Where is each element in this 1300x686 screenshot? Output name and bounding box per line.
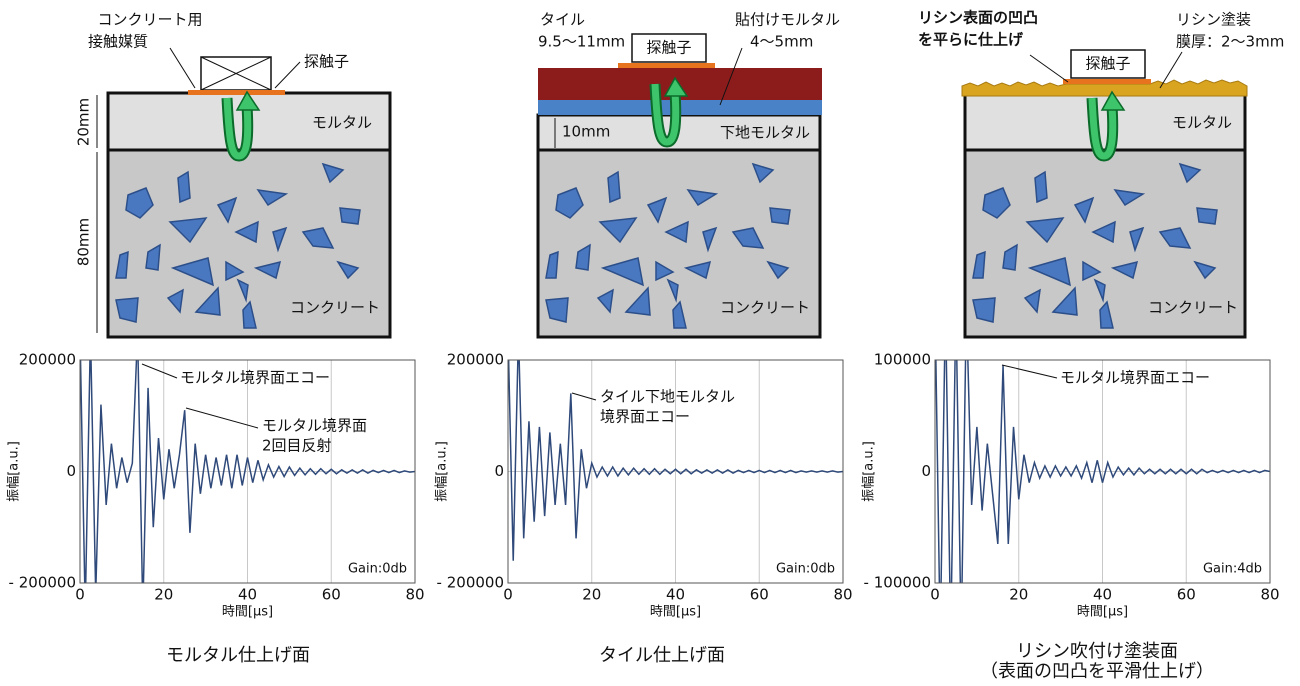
y-axis-label: 振幅[a.u.] (7, 441, 22, 502)
annotation: 2回目反射 (262, 437, 332, 455)
x-tick-label: 0 (503, 586, 513, 604)
y-tick-label: 100000 (874, 351, 931, 369)
label: リシン塗装 (1176, 11, 1251, 29)
annotation: モルタル境界面 (262, 417, 367, 435)
label: タイル (540, 11, 585, 29)
couplant (188, 90, 285, 95)
label: 接触媒質 (88, 33, 148, 51)
label: 10mm (562, 123, 610, 141)
caption: モルタル仕上げ面 (166, 645, 310, 666)
label: 探触子 (304, 53, 349, 71)
y-tick-label: 200000 (447, 351, 504, 369)
leader (1030, 55, 1068, 82)
label: 探触子 (1085, 55, 1130, 73)
couplant (1063, 79, 1151, 84)
x-tick-label: 60 (750, 586, 769, 604)
label: 80mm (75, 218, 93, 266)
label: 膜厚：2〜3mm (1176, 33, 1284, 51)
label: コンクリート (720, 299, 810, 317)
label: コンクリート (290, 299, 380, 317)
x-tick-label: 60 (1177, 586, 1196, 604)
annotation: モルタル境界面エコー (180, 369, 330, 387)
x-axis-label: 時間[μs] (650, 605, 701, 620)
x-axis-label: 時間[μs] (1077, 605, 1128, 620)
annotation: 境界面エコー (600, 408, 690, 426)
diagram-mortar: コンクリート用 接触媒質 探触子 20mm 80mm モルタル コンクリート (75, 11, 391, 338)
x-tick-label: 20 (1009, 586, 1028, 604)
caption: タイル仕上げ面 (599, 645, 725, 666)
y-axis-label: 振幅[a.u.] (435, 441, 450, 502)
label: 下地モルタル (720, 124, 810, 142)
label: 9.5〜11mm (538, 33, 625, 51)
y-tick-label: - 200000 (9, 574, 76, 592)
x-tick-label: 0 (75, 586, 85, 604)
label: モルタル (1172, 114, 1232, 132)
label: リシン表面の凹凸 (918, 9, 1038, 27)
label: を平らに仕上げ (918, 31, 1024, 49)
x-tick-label: 60 (322, 586, 341, 604)
label: モルタル (312, 114, 372, 132)
x-tick-label: 80 (405, 586, 424, 604)
x-axis-label: 時間[μs] (222, 605, 273, 620)
x-tick-label: 80 (1260, 586, 1279, 604)
gain-label: Gain:0db (348, 562, 407, 577)
x-tick-label: 40 (666, 586, 685, 604)
annotation: タイル下地モルタル (600, 388, 735, 406)
y-tick-label: 200000 (19, 351, 76, 369)
annotation: モルタル境界面エコー (1060, 369, 1210, 387)
caption: リシン吹付け塗装面 (1016, 640, 1178, 662)
label: 探触子 (646, 39, 691, 57)
x-tick-label: 20 (582, 586, 601, 604)
label: 4〜5mm (750, 33, 813, 51)
gain-label: Gain:4db (1203, 562, 1262, 577)
x-tick-label: 0 (930, 586, 940, 604)
label: 貼付けモルタル (735, 11, 840, 29)
label: コンクリート用 (97, 11, 202, 29)
label: 20mm (75, 98, 93, 146)
leader (275, 62, 300, 88)
y-tick-label: - 100000 (864, 574, 931, 592)
leader (170, 48, 195, 88)
x-tick-label: 40 (1093, 586, 1112, 604)
diagram-lysine: リシン表面の凹凸 を平らに仕上げ 探触子 リシン塗装 膜厚：2〜3mm モルタル… (918, 9, 1284, 338)
y-axis-label: 振幅[a.u.] (862, 441, 877, 502)
x-tick-label: 40 (238, 586, 257, 604)
x-tick-label: 80 (833, 586, 852, 604)
y-tick-label: 0 (921, 462, 931, 480)
figure: コンクリート用 接触媒質 探触子 20mm 80mm モルタル コンクリート タ… (0, 0, 1300, 682)
caption: （表面の凹凸を平滑仕上げ） (980, 661, 1214, 682)
x-tick-label: 20 (154, 586, 173, 604)
y-tick-label: 0 (494, 462, 504, 480)
gain-label: Gain:0db (776, 562, 835, 577)
couplant (618, 63, 715, 68)
y-tick-label: 0 (66, 462, 76, 480)
diagram-tile: タイル 9.5〜11mm 探触子 貼付けモルタル 4〜5mm 10mm 下地モル… (538, 11, 840, 338)
y-tick-label: - 200000 (437, 574, 504, 592)
label: コンクリート (1148, 299, 1238, 317)
